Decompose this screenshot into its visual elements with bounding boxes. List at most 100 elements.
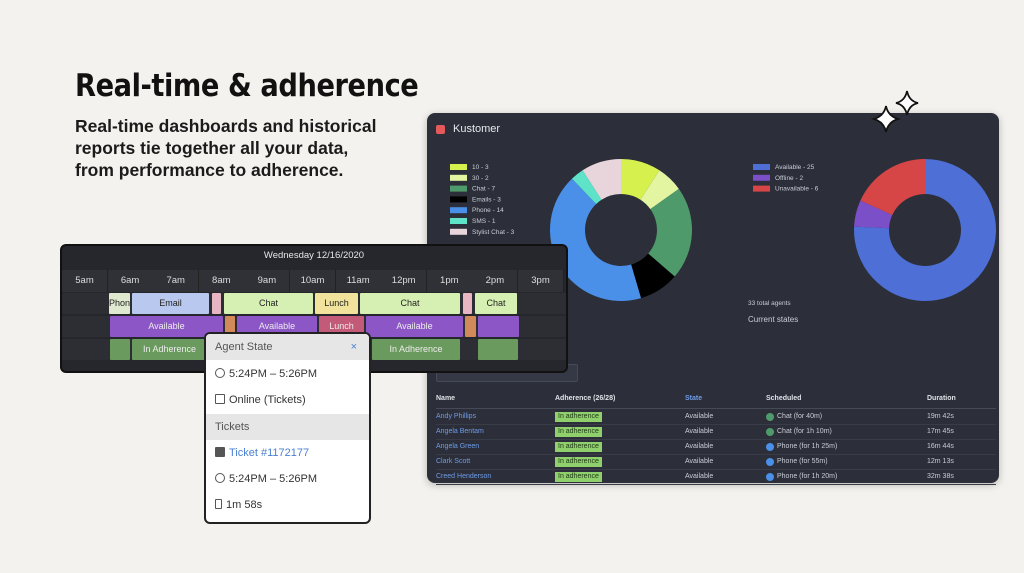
legend-swatch [450,196,467,203]
schedule-block [225,316,235,337]
sparkles [870,90,919,133]
legend-swatch [450,174,467,181]
logo [436,125,445,134]
donut-slice [854,200,893,229]
charts: 10 - 3 30 - 2 Chat - 7 Emails - 3 Phone - 14… [450,159,996,301]
popup-row: 5:24PM – 5:26PM [206,361,369,387]
legend-label: Stylist Chat - 3 [472,229,515,236]
table-cell: Andy Phillips [436,413,477,420]
hour-label: 3pm [518,270,564,292]
channel-icon [766,443,774,451]
ticket-icon [215,447,225,457]
table-cell: Available [685,443,714,450]
brand: Kustomer [453,123,501,135]
popup-row: 1m 58s [206,492,369,518]
hour-label: 10am [290,270,336,292]
schedule-block [212,293,221,314]
donut-slice [631,253,675,299]
schedule-block: In Adherence [132,339,207,360]
schedule-block: Available [110,316,223,337]
timer-icon [215,499,222,509]
duration: 1m 58s [226,499,263,511]
adherence-badge: In adherence [555,457,602,467]
schedule-block: Available [237,316,317,337]
column-header: Duration [927,395,956,402]
ticket-link[interactable]: Ticket #1172177 [229,447,310,459]
table-cell: Clark Scott [436,458,471,465]
legend-swatch [450,228,467,235]
donut-slice [582,159,621,200]
table-cell: 12m 13s [927,458,954,465]
row-divider [436,454,996,455]
hour-label: 6am [107,270,154,292]
schedule: Wednesday 12/16/2020 5am 6am 7am 8am 9am 10am… [60,244,568,373]
header-divider [436,408,996,409]
donut-slice [621,159,660,200]
ticket-time: 5:24PM – 5:26PM [229,473,318,485]
donut-slice [550,178,642,301]
legend-label: SMS - 1 [472,218,496,225]
legend-swatch [450,218,467,224]
adherence-badge: In adherence [555,427,602,437]
legend-label: 10 - 3 [472,164,489,171]
legend-label: 30 - 2 [472,175,489,182]
hour-label: 11am [335,270,382,292]
agent-state-popup: Agent State × 5:24PM – 5:26PM Online (Tic… [204,332,371,524]
table-cell: Angela Bentam [436,428,484,435]
calendar-icon [215,394,225,404]
clock-icon [215,473,225,483]
popup-title: Agent State [215,341,273,353]
table-cell: Chat (for 40m) [777,413,823,420]
table-cell: Chat (for 1h 10m) [777,428,832,435]
channel-icon [766,428,774,436]
legend-label: Offline - 2 [775,175,803,182]
table-cell: Available [685,413,714,420]
table-cell: 19m 42s [927,413,954,420]
popup-header: Agent State × [206,334,369,360]
table-cell: Available [685,428,714,435]
legend-swatch [450,207,467,214]
schedule-block [478,339,518,360]
schedule-date: Wednesday 12/16/2020 [263,250,365,261]
column-header: Name [436,395,456,402]
description-line: from performance to adherence. [75,160,344,180]
hour-label: 5am [62,270,108,292]
table-cell: 32m 38s [927,473,954,480]
title: Real-time & adherence [75,68,419,104]
donut-slice [648,188,692,277]
table-cell: Angela Green [436,443,480,450]
legend-swatch [450,164,467,170]
table-cell: Available [685,458,714,465]
schedule-block: Chat [360,293,460,314]
close-button[interactable]: × [350,341,357,353]
legend-label: Chat - 7 [472,186,496,193]
row-divider [436,484,996,485]
table-cell: Phone (for 1h 25m) [777,443,838,450]
hour-label: 1pm [426,270,473,292]
table-cell: 17m 45s [927,428,954,435]
legend-swatch [753,174,770,181]
column-header: Adherence (26/28) [555,395,616,402]
popup-row: 5:24PM – 5:26PM [206,466,369,492]
time: 5:24PM – 5:26PM [229,368,318,380]
description-line: Real-time dashboards and historical [75,116,377,136]
section-title: Tickets [215,421,250,433]
schedule-block: In Adherence [372,339,460,360]
schedule-block: Phone [109,293,130,314]
table-cell: Creed Henderson [436,473,492,480]
adherence-badge: In adherence [555,472,602,482]
row-divider [436,424,996,425]
popup-section: Tickets [206,414,369,440]
schedule-block: Email [132,293,209,314]
schedule-block: Lunch [319,316,364,337]
hour-label: 8am [198,270,245,292]
table-cell: Phone (for 55m) [777,458,828,465]
popup-row: Ticket #1172177 [206,440,369,466]
legend-swatch [753,164,770,170]
description-line: reports tie together all your data, [75,138,349,158]
clock-icon [215,368,225,378]
donut-slice [854,159,996,301]
status: Online (Tickets) [229,394,306,406]
donut-slice [572,170,602,204]
schedule-block [478,316,519,337]
